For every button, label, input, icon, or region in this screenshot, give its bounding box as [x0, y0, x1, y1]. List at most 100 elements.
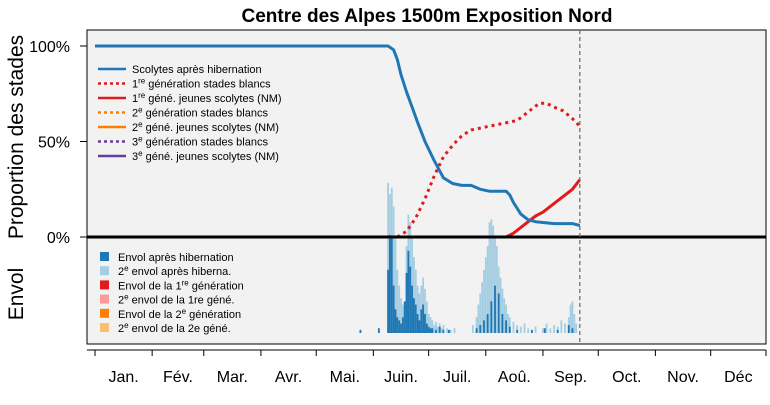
flight-bar-second-57 [523, 323, 526, 333]
chart-title: Centre des Alpes 1500m Exposition Nord [242, 6, 613, 27]
x-tick-label-10: Nov. [667, 369, 699, 386]
flight-bar-main-23 [425, 323, 428, 333]
flight-bar-main-44 [556, 329, 559, 333]
y-tick-label-0: 100% [29, 39, 70, 56]
flight-bar-second-70 [573, 314, 576, 333]
y-tick-label-2: 0% [47, 230, 70, 247]
flight-bar-second-44 [492, 225, 495, 333]
flight-bar-main-4 [390, 238, 393, 333]
flight-bar-second-35 [475, 317, 478, 333]
flight-bar-main-9 [400, 323, 402, 333]
flight-bar-main-42 [530, 329, 533, 333]
flight-bar-second-30 [442, 325, 445, 333]
flight-legend-label-5: 2e envol de la 2e géné. [118, 321, 231, 335]
legend-label-3: 2e génération stades blancs [132, 106, 268, 120]
flight-bar-second-24 [431, 320, 434, 333]
flight-bar-main-0 [359, 329, 362, 333]
series-line-0 [95, 44, 581, 227]
flight-bar-main-27 [435, 329, 437, 333]
flight-bar-main-10 [401, 317, 404, 333]
series-line-1 [396, 101, 581, 239]
flight-bar-second-37 [479, 293, 482, 333]
flight-bar-second-31 [446, 328, 449, 333]
flight-bar-main-22 [424, 314, 426, 333]
x-tick-label-6: Juil. [443, 369, 471, 386]
flight-bar-second-71 [575, 323, 578, 333]
flight-bar-second-20 [424, 288, 426, 333]
flight-bar-main-19 [418, 320, 421, 333]
flight-bar-main-14 [409, 266, 412, 333]
flight-bar-main-39 [505, 320, 507, 333]
flight-bar-second-34 [471, 325, 474, 333]
flight-bar-second-49 [501, 288, 504, 333]
x-tick-label-1: Fév. [163, 369, 193, 386]
flight-bar-main-21 [422, 304, 425, 333]
flight-legend-swatch-2 [100, 280, 109, 290]
flight-bar-second-22 [427, 314, 430, 333]
flight-bar-second-40 [484, 257, 487, 333]
flight-bar-second-14 [412, 257, 415, 333]
flight-bar-second-29 [440, 328, 443, 333]
flight-legend-label-4: Envol de la 2e génération [118, 307, 241, 321]
flight-bar-second-55 [516, 325, 519, 333]
flight-legend-label-1: 2e envol après hiberna. [118, 264, 231, 278]
flight-bar-main-5 [392, 285, 395, 333]
x-tick-label-7: Aoû. [498, 369, 531, 386]
flight-bar-main-2 [387, 269, 390, 333]
flight-bar-main-35 [490, 301, 493, 333]
flight-bar-main-17 [414, 304, 417, 333]
flight-bar-second-68 [569, 304, 572, 333]
flight-bar-second-16 [416, 285, 419, 333]
flight-bar-main-40 [508, 326, 511, 333]
flight-legend-label-0: Envol après hibernation [118, 252, 234, 264]
flight-bar-second-59 [534, 326, 537, 333]
flight-bar-main-29 [442, 329, 445, 333]
flight-bar-second-27 [436, 326, 439, 333]
x-tick-label-11: Déc [724, 369, 752, 386]
flight-bar-second-43 [490, 219, 493, 333]
flight-bar-second-52 [507, 314, 509, 333]
y-axis-label-bottom: Envol [5, 268, 28, 321]
flight-bar-second-65 [560, 320, 563, 333]
flight-bar-second-39 [483, 269, 485, 333]
legend-label-2: 1re géné. jeunes scolytes (NM) [132, 91, 282, 105]
flight-bar-second-4 [394, 238, 397, 333]
flight-bar-main-45 [567, 325, 570, 333]
flight-legend-swatch-0 [100, 252, 109, 261]
flight-bar-main-46 [571, 328, 574, 333]
x-tick-label-3: Avr. [275, 369, 302, 386]
flight-bar-main-32 [479, 325, 482, 333]
flight-legend-swatch-5 [100, 323, 109, 332]
flight-bar-main-20 [420, 309, 423, 333]
flight-legend-label-2: Envol de la 1re génération [118, 278, 244, 292]
flight-legend-swatch-4 [100, 308, 109, 318]
flight-bar-second-32 [449, 329, 452, 333]
y-axis: 100% 50% 0% [29, 39, 87, 247]
legend-label-0: Scolytes après hibernation [132, 64, 262, 76]
flight-bar-second-5 [396, 269, 399, 333]
flight-bar-main-15 [411, 285, 413, 333]
flight-bar-second-48 [499, 277, 502, 333]
plot-panel [86, 29, 767, 345]
y-axis-label-top: Proportion des stades [5, 35, 28, 239]
flight-bar-main-24 [427, 326, 430, 333]
flight-bar-main-37 [497, 293, 500, 333]
flight-bar-main-26 [431, 328, 434, 333]
flight-bar-second-51 [505, 304, 507, 333]
flight-bar-second-17 [418, 293, 421, 333]
flight-bar-second-53 [508, 317, 511, 333]
x-tick-label-8: Sep. [554, 369, 587, 386]
flight-bar-main-7 [396, 317, 399, 333]
flight-bar-main-33 [483, 320, 485, 333]
flight-bar-main-11 [403, 301, 406, 333]
flight-bar-second-69 [571, 301, 574, 333]
flight-bar-second-42 [488, 222, 491, 333]
series-line-2 [95, 178, 581, 239]
flight-bar-second-15 [414, 269, 417, 333]
flight-bar-main-25 [429, 328, 432, 333]
flight-bar-main-31 [475, 328, 478, 333]
flight-bar-second-25 [433, 325, 436, 333]
